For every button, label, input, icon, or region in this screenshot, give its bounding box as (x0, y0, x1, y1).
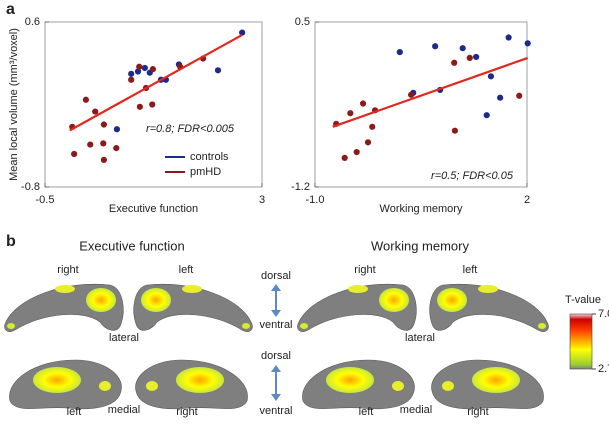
view-label: ventral (259, 319, 292, 331)
point (353, 148, 360, 156)
point (92, 108, 99, 115)
point (466, 54, 473, 62)
point (432, 43, 439, 50)
point (483, 112, 490, 119)
legend-label: controls (190, 151, 229, 163)
point (82, 96, 90, 103)
view-label: dorsal (261, 350, 291, 362)
point (149, 66, 156, 73)
view-labels: right left lateral right left lateral le… (57, 264, 488, 418)
point (100, 121, 107, 128)
view-label: lateral (405, 332, 435, 344)
view-label: left (359, 406, 374, 418)
point (516, 92, 523, 99)
view-label: right (57, 264, 78, 276)
view-label: ventral (259, 405, 292, 417)
x-axis-label: Working memory (380, 203, 463, 215)
plot-frame (314, 21, 528, 188)
point (369, 123, 376, 130)
point (505, 34, 512, 41)
brain-view (8, 359, 123, 410)
x-tick-label: 3 (259, 194, 265, 206)
colorbar-label: 7.0 (598, 308, 609, 320)
point (136, 63, 143, 70)
point (100, 156, 107, 163)
view-label: lateral (109, 332, 139, 344)
y-tick-label: 0.5 (295, 16, 310, 28)
brain-view (133, 283, 253, 333)
point (239, 29, 246, 36)
view-label: medial (400, 404, 432, 416)
point (149, 101, 156, 108)
annotation: r=0.8; FDR<0.005 (146, 123, 235, 135)
point (128, 70, 135, 77)
point (408, 91, 415, 98)
view-label: right (467, 406, 488, 418)
x-tick-label: -1.0 (306, 194, 325, 206)
point (497, 94, 504, 101)
view-label: medial (108, 404, 140, 416)
y-tick-label: -0.8 (21, 181, 40, 193)
point (451, 59, 458, 66)
point (113, 145, 120, 152)
point (128, 76, 135, 83)
plot-frame (44, 21, 263, 188)
view-label: left (67, 406, 82, 418)
view-label: left (179, 264, 194, 276)
brain-view (301, 359, 416, 410)
view-label: dorsal (261, 270, 291, 282)
x-tick-label: 2 (524, 194, 530, 206)
heading: Working memory (371, 238, 470, 253)
arrow-head (271, 284, 281, 317)
brain-view (297, 283, 417, 333)
panel-label: b (6, 233, 16, 250)
colorbar-title: T-value (565, 294, 601, 306)
colorbar (569, 313, 593, 370)
point (341, 154, 348, 161)
brain-view (430, 359, 545, 410)
point (134, 68, 142, 75)
point (459, 45, 466, 52)
panel-label: a (6, 1, 15, 18)
point (473, 53, 480, 61)
point (347, 110, 354, 117)
point (71, 150, 78, 158)
fit-line (332, 56, 529, 128)
colorbar-label: 2.7 (598, 363, 609, 375)
arrows (271, 284, 281, 401)
view-label: right (176, 406, 197, 418)
brain-view (4, 283, 124, 333)
legend-label: pmHD (190, 166, 221, 178)
brain-view (429, 283, 549, 333)
point (136, 103, 143, 110)
point (141, 64, 148, 72)
fit-line (69, 34, 243, 132)
point (113, 126, 121, 133)
heading: Executive function (79, 238, 185, 253)
point (214, 67, 222, 74)
x-tick-label: -0.5 (36, 194, 55, 206)
x-axis-label: Executive function (109, 203, 198, 215)
annotation: r=0.5; FDR<0.05 (431, 170, 514, 182)
point (359, 100, 367, 107)
point (524, 40, 531, 47)
y-axis-label: Mean local volume (mm³/voxel) (8, 28, 20, 181)
view-label: right (354, 264, 375, 276)
point (487, 73, 495, 80)
point (451, 127, 459, 134)
point (87, 141, 94, 148)
point (396, 48, 403, 56)
point (364, 139, 372, 146)
y-tick-label: 0.6 (25, 16, 40, 28)
y-tick-label: -1.2 (291, 181, 310, 193)
brain-view (134, 359, 249, 410)
point (100, 140, 107, 147)
view-label: left (463, 264, 478, 276)
